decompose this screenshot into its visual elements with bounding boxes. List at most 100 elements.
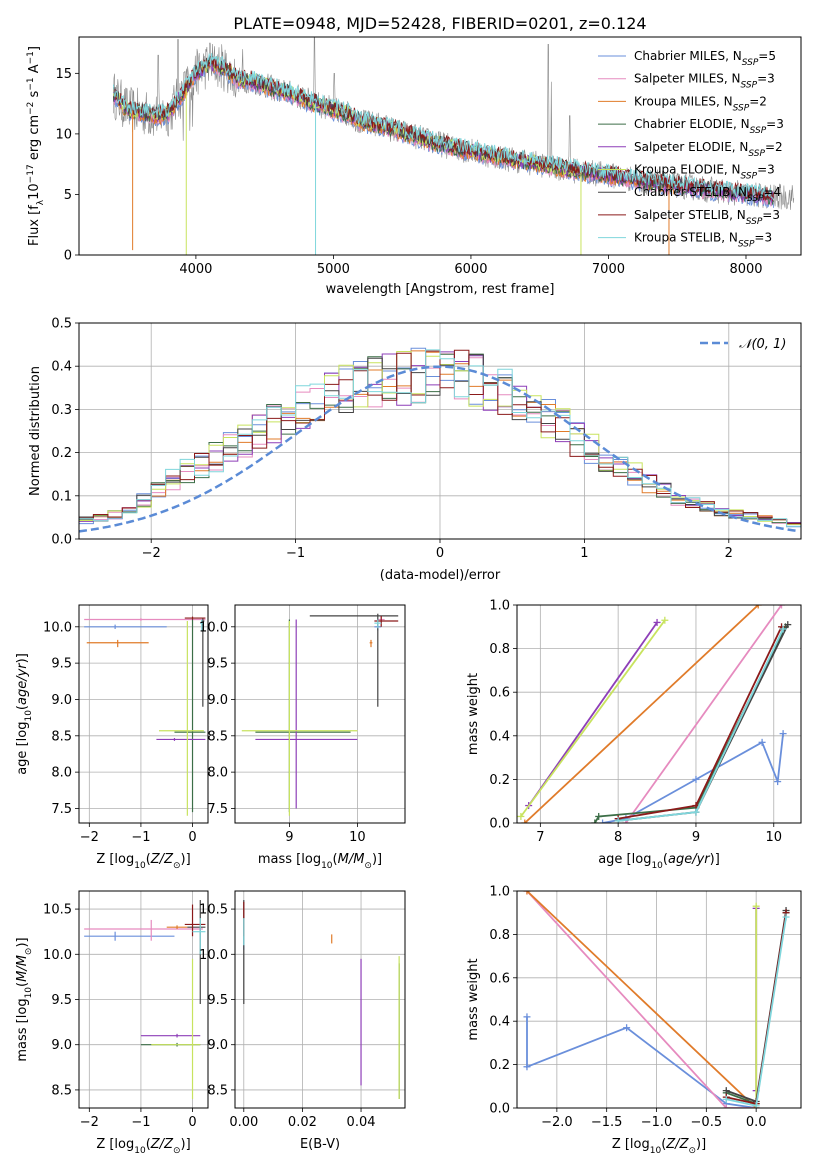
axes-mass-weight-vs-age: 7 8 9 10 0.0 0.2 0.4 0.6 0.8 1.0 age [log10(age/yr…: [466, 599, 802, 871]
x-tick-label: −1: [286, 546, 305, 561]
series-line-chabrier_miles: [602, 733, 784, 823]
y-tick-label: 10.0: [199, 948, 228, 963]
plot-area-residual-histogram: [79, 347, 801, 533]
x-tick-label: 1: [580, 546, 588, 561]
legend-entry: Salpeter STELIB, NSSP=3: [634, 208, 780, 227]
model-line-kroupa_stelib: [112, 52, 774, 201]
series-marker-chabrier_stelib: [722, 1087, 730, 1095]
errorbar-salpeter_elodie: [255, 619, 358, 809]
x-tick-label: 0.02: [288, 1115, 317, 1130]
y-tick-label: 0.2: [489, 1058, 510, 1073]
axes-frame: [516, 604, 802, 824]
series-marker-kroupa_elodie: [661, 616, 669, 624]
x-tick-label: 2: [725, 546, 733, 561]
figure-title: PLATE=0948, MJD=52428, FIBERID=0201, z=0…: [233, 14, 646, 33]
legend-entry: Chabrier ELODIE, NSSP=3: [634, 117, 784, 136]
y-tick-label: 0.2: [51, 446, 72, 461]
x-tick-label: −1.0: [641, 1115, 673, 1130]
legend-entry: Chabrier MILES, NSSP=5: [634, 49, 776, 68]
y-tick-label: 8.5: [207, 1083, 228, 1098]
y-tick-label: 8.5: [207, 729, 228, 744]
x-tick-label: −1.5: [591, 1115, 623, 1130]
axes-frame: [234, 604, 406, 824]
x-tick-label: 9: [692, 830, 700, 845]
series-marker-salpeter_elodie: [653, 618, 661, 626]
x-tick-label: −2.0: [541, 1115, 573, 1130]
y-tick-label: 0.2: [489, 773, 510, 788]
y-tick-label: 8.5: [51, 729, 72, 744]
x-tick-label: 8000: [729, 262, 762, 277]
x-tick-label: 8: [614, 830, 622, 845]
x-tick-label: 0.00: [229, 1115, 258, 1130]
legend-entry: Kroupa STELIB, NSSP=3: [634, 231, 772, 250]
errorbar-salpeter_elodie: [140, 1033, 201, 1038]
y-tick-label: 0.8: [489, 928, 510, 943]
series-marker-kroupa_stelib: [779, 625, 787, 633]
x-tick-label: 10: [765, 830, 782, 845]
x-tick-label: 0.04: [347, 1115, 376, 1130]
x-axis-label: mass [log10(M/M⊙)]: [258, 852, 382, 871]
y-tick-label: 15: [55, 67, 72, 82]
errorbar-kroupa_miles: [86, 639, 149, 648]
y-tick-label: 0.0: [489, 817, 510, 832]
series-marker-kroupa_miles: [521, 819, 529, 823]
y-tick-label: 9.5: [51, 993, 72, 1008]
axes-age-vs-Z: −2 −1 0 7.5 8.0 8.5 9.0 9.5 10.0 Z [log10(Z/Z⊙)] a…: [15, 604, 209, 871]
y-tick-label: 9.5: [51, 657, 72, 672]
x-axis-label: Z [log10(Z/Z⊙)]: [612, 1137, 706, 1156]
series-marker-chabrier_miles: [692, 775, 700, 783]
plot-area-mass-weight-vs-age: [517, 605, 792, 823]
series-marker-kroupa_stelib: [692, 808, 700, 816]
y-tick-label: 0.4: [51, 360, 72, 375]
y-tick-label: 9.0: [207, 693, 228, 708]
histogram-kroupa_stelib: [79, 349, 801, 527]
series-line-chabrier_miles: [526, 1016, 757, 1108]
x-axis-label: (data-model)/error: [380, 568, 501, 583]
series-line-kroupa_elodie: [520, 619, 666, 818]
errorbar-salpeter_stelib: [184, 904, 206, 937]
axes-mass-vs-EBV: 0.00 0.02 0.04 8.5 9.0 9.5 10.0 10.5 E(B-V): [199, 890, 406, 1152]
y-tick-label: 0.3: [51, 403, 72, 418]
y-tick-label: 10.5: [43, 903, 72, 918]
x-tick-label: 5000: [317, 262, 350, 277]
y-axis-label: mass weight: [466, 673, 481, 755]
x-tick-label: 0: [188, 830, 196, 845]
errorbar-chabrier_miles: [84, 931, 175, 941]
series-marker-chabrier_miles: [774, 778, 782, 786]
y-tick-label: 1.0: [489, 885, 510, 900]
x-tick-label: −1: [131, 1115, 150, 1130]
x-tick-label: 7: [536, 830, 544, 845]
series-line-kroupa_miles: [526, 891, 757, 1108]
y-tick-label: 0.8: [489, 642, 510, 657]
x-tick-label: 0: [188, 1115, 196, 1130]
y-tick-label: 0: [64, 249, 72, 264]
y-axis-label: Flux [fλ10−17 erg cm−2 s−1 A−1]: [26, 46, 46, 246]
series-marker-kroupa_stelib: [752, 1102, 760, 1108]
y-tick-label: 9.5: [207, 993, 228, 1008]
y-tick-label: 0.0: [51, 533, 72, 548]
x-tick-label: 4000: [179, 262, 212, 277]
y-tick-label: 0.1: [51, 489, 72, 504]
axes-residual-histogram: −2 −1 0 1 2 0.0 0.1 0.2 0.3 0.4 0.5 (data-model)/er…: [28, 317, 802, 583]
series-marker-chabrier_stelib: [784, 621, 792, 629]
x-tick-label: 0.0: [746, 1115, 767, 1130]
y-tick-label: 0.6: [489, 686, 510, 701]
y-tick-label: 9.0: [51, 693, 72, 708]
series-marker-kroupa_elodie: [517, 812, 525, 820]
y-tick-label: 0.6: [489, 971, 510, 986]
series-marker-kroupa_elodie: [752, 902, 760, 910]
series-marker-chabrier_miles: [623, 1024, 631, 1032]
axes-spectrum: 4000 5000 6000 7000 8000 0 5 10 15 wavelength [An…: [26, 36, 802, 297]
legend-entry: 𝒩(0, 1): [739, 337, 786, 352]
series-marker-chabrier_miles: [779, 730, 787, 738]
y-axis-label: mass [log10(M/M⊙)]: [15, 937, 34, 1061]
errorbar-kroupa_miles: [166, 925, 188, 929]
axes-frame: [78, 604, 209, 824]
series-marker-salpeter_miles: [778, 605, 786, 609]
y-tick-label: 9.0: [51, 1038, 72, 1053]
x-tick-label: −2: [142, 546, 161, 561]
errorbar-kroupa_elodie: [151, 958, 201, 1099]
y-tick-label: 10.0: [199, 620, 228, 635]
x-tick-label: 7000: [592, 262, 625, 277]
